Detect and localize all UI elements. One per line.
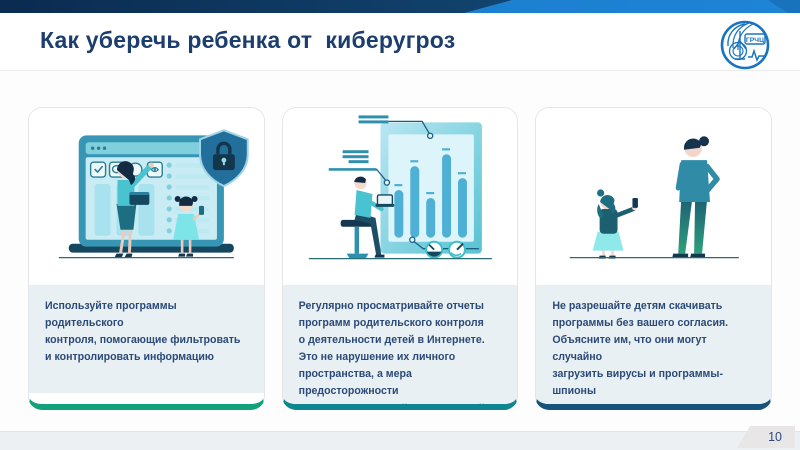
- girl-figure: [173, 195, 205, 257]
- bar-chart: [394, 148, 467, 238]
- chart-board: [380, 122, 482, 254]
- page-number-value: 10: [768, 430, 782, 444]
- card-review-reports: Регулярно просматривайте отчеты программ…: [281, 107, 519, 410]
- page-number: 10: [737, 426, 795, 448]
- cards-row: Используйте программы родительского конт…: [28, 107, 773, 410]
- checkbox-icon: [89, 161, 107, 178]
- man-figure: [340, 176, 395, 259]
- card1-illustration: [29, 108, 264, 274]
- grchc-logo-text: ГРЧЦ: [746, 37, 764, 44]
- card3-text: Не разрешайте детям скачивать программы …: [536, 284, 772, 404]
- parental-controls-screen-illustration: [58, 129, 249, 259]
- grchc-logo: ГРЧЦ: [718, 17, 772, 71]
- child-and-parent-illustration: [570, 136, 740, 259]
- card3-illustration: [536, 108, 772, 274]
- card-parental-control-programs: Используйте программы родительского конт…: [28, 107, 265, 410]
- footer-strip: [0, 431, 800, 450]
- girl-figure: [593, 189, 639, 259]
- top-accent-bar-navy-segment: [0, 0, 512, 13]
- gauge-icons: [424, 240, 466, 259]
- card-no-unapproved-downloads: Не разрешайте детям скачивать программы …: [535, 107, 773, 410]
- slide-title: Как уберечь ребенка от киберугроз: [40, 27, 456, 53]
- shield-lock-icon: [199, 129, 249, 188]
- mother-figure: [672, 136, 721, 258]
- card1-text: Используйте программы родительского конт…: [29, 284, 264, 394]
- woman-figure: [114, 161, 154, 258]
- card2-illustration: [282, 108, 518, 274]
- top-accent-bar: [0, 0, 800, 13]
- card2-text: Регулярно просматривайте отчеты программ…: [282, 284, 518, 404]
- grchc-logo-icon: ГРЧЦ: [720, 20, 770, 70]
- slide-header: Как уберечь ребенка от киберугроз ГРЧЦ: [0, 13, 800, 71]
- report-charts-illustration: [308, 115, 492, 260]
